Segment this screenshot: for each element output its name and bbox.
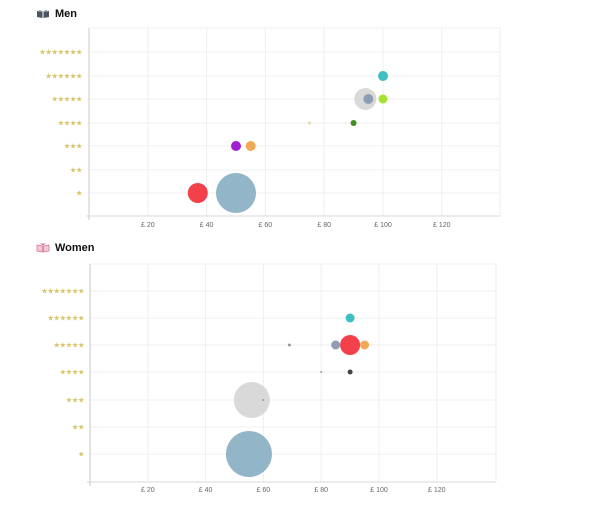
bubble-point[interactable]	[378, 71, 388, 81]
x-tick-label: £ 80	[317, 222, 331, 229]
x-tick-label: £ 80	[314, 487, 328, 494]
y-tick-stars: ★★★★★	[53, 341, 84, 350]
bubble-point[interactable]	[216, 173, 256, 213]
y-tick-stars: ★★	[72, 423, 85, 432]
y-tick-stars: ★★★★	[58, 119, 83, 128]
bubble-point[interactable]	[225, 431, 272, 477]
bubble-point[interactable]	[262, 399, 265, 401]
y-tick-stars: ★★★★★★★	[41, 287, 85, 296]
men-chart: £ 20 £ 40 £ 60 £ 80 £ 100 £ 120 ★ ★★ ★★★ ★★★★ ★★★★…	[0, 0, 603, 240]
bubble-point[interactable]	[350, 120, 357, 126]
bubble-point[interactable]	[340, 335, 361, 355]
bubble-point[interactable]	[345, 313, 355, 323]
y-tick-stars: ★★★	[66, 396, 85, 405]
bubble-point[interactable]	[360, 340, 370, 350]
y-tick-stars: ★★	[70, 166, 83, 175]
x-tick-label: £ 20	[141, 222, 155, 229]
y-tick-stars: ★★★★★	[51, 95, 82, 104]
x-tick-label: £ 60	[259, 222, 273, 229]
women-chart-title: Women	[36, 240, 95, 256]
x-tick-label: £ 100	[370, 487, 388, 494]
women-book-icon	[36, 243, 50, 253]
x-tick-label: £ 100	[374, 222, 392, 229]
bubble-point[interactable]	[187, 183, 208, 203]
men-title-text: Men	[55, 8, 77, 20]
x-tick-label: £ 120	[433, 222, 451, 229]
y-tick-stars: ★★★★★★★	[39, 48, 83, 57]
bubble-point[interactable]	[347, 369, 353, 375]
men-book-icon	[37, 10, 49, 18]
y-tick-stars: ★★★★★★	[45, 72, 83, 81]
y-tick-stars: ★	[78, 450, 85, 459]
x-tick-label: £ 40	[199, 487, 213, 494]
bubble-point[interactable]	[378, 94, 388, 104]
men-chart-title: Men	[36, 6, 77, 22]
bubble-point[interactable]	[320, 371, 323, 373]
bubble-point[interactable]	[231, 141, 241, 151]
bubble-point[interactable]	[287, 343, 291, 347]
x-tick-label: £ 120	[428, 487, 446, 494]
plot-area: £ 20 £ 40 £ 60 £ 80 £ 100 £ 120★★★★★★★★★★★★★★…	[39, 27, 501, 229]
y-tick-stars: ★★★	[64, 142, 83, 151]
bubble-point[interactable]	[363, 94, 374, 104]
y-tick-stars: ★★★★★★	[47, 314, 85, 323]
x-tick-label: £ 20	[141, 487, 155, 494]
x-tick-label: £ 40	[200, 222, 214, 229]
x-tick-label: £ 60	[257, 487, 271, 494]
y-tick-stars: ★★★★	[60, 368, 85, 377]
women-title-text: Women	[55, 242, 95, 254]
plot-area: £ 20 £ 40 £ 60 £ 80 £ 100 £ 120★★★★★★★★★★★★★★…	[41, 263, 497, 494]
y-tick-stars: ★	[76, 189, 83, 198]
bubble-point[interactable]	[245, 141, 256, 151]
bubble-point[interactable]	[331, 340, 341, 350]
men-bubble-chart: £ 20 £ 40 £ 60 £ 80 £ 100 £ 120★★★★★★★★★★★★★★…	[39, 27, 501, 229]
bubble-point[interactable]	[308, 121, 311, 125]
bubble-point[interactable]	[233, 382, 270, 418]
